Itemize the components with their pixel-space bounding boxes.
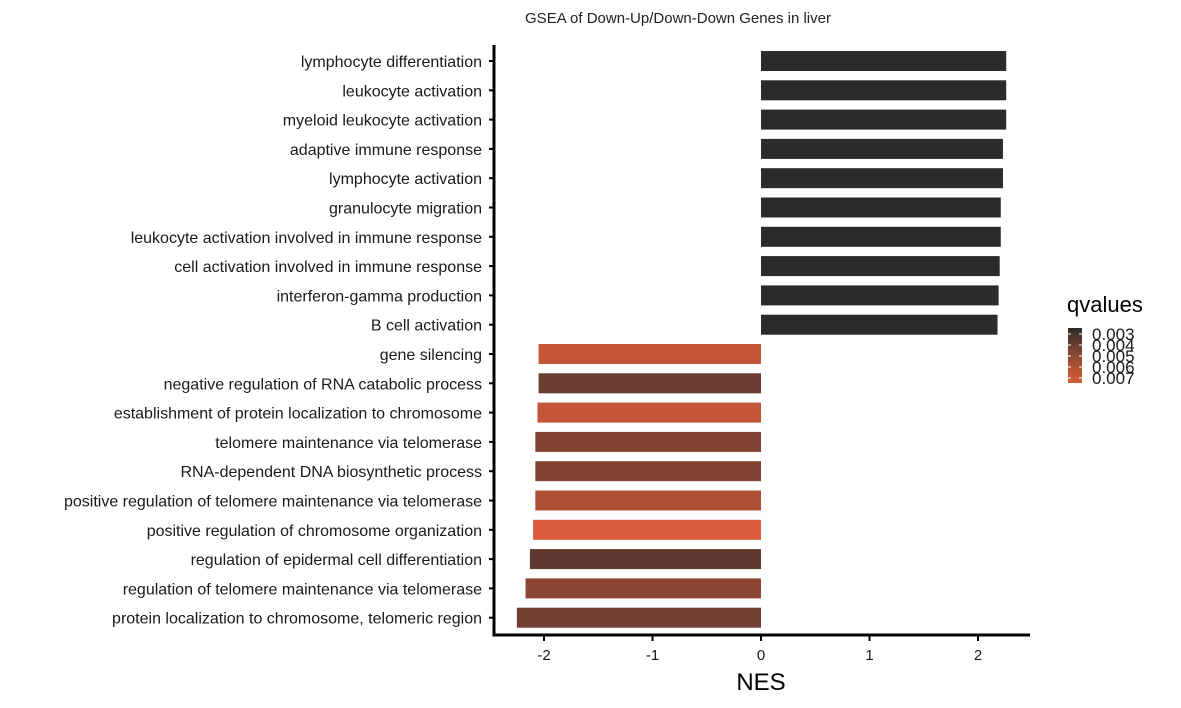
bar: [538, 373, 761, 394]
legend-label: 0.004: [1092, 336, 1135, 355]
category-label: regulation of epidermal cell differentia…: [191, 552, 482, 569]
category-label: establishment of protein localization to…: [114, 406, 482, 423]
x-tick-label: 2: [974, 647, 982, 664]
bar: [516, 607, 761, 628]
legend-color-bar: [1068, 328, 1082, 383]
category-label: interferon-gamma production: [277, 288, 482, 305]
chart-title: GSEA of Down-Up/Down-Down Genes in liver: [525, 10, 831, 27]
category-label: adaptive immune response: [290, 142, 482, 159]
bar: [535, 461, 761, 482]
category-label: granulocyte migration: [329, 201, 482, 218]
category-label: B cell activation: [371, 318, 482, 335]
bar: [761, 80, 1007, 101]
bar: [538, 344, 761, 364]
category-label: leukocyte activation: [342, 83, 482, 100]
bar: [761, 138, 1003, 159]
category-label: RNA-dependent DNA biosynthetic process: [181, 464, 483, 481]
bar: [761, 285, 999, 306]
bar: [535, 431, 761, 452]
category-label: myeloid leukocyte activation: [283, 113, 482, 130]
category-label: telomere maintenance via telomerase: [215, 435, 482, 452]
bar: [533, 519, 761, 540]
bar: [761, 226, 1001, 247]
legend-title: qvalues: [1067, 292, 1143, 317]
legend-label: 0.007: [1092, 369, 1135, 388]
category-label: positive regulation of telomere maintena…: [64, 494, 482, 511]
bar: [529, 549, 761, 570]
bar: [761, 168, 1003, 189]
category-label: leukocyte activation involved in immune …: [131, 230, 482, 247]
bar: [535, 490, 761, 511]
category-label: gene silencing: [380, 347, 482, 364]
category-label: positive regulation of chromosome organi…: [147, 523, 482, 540]
category-label: regulation of telomere maintenance via t…: [123, 581, 482, 598]
bar: [761, 256, 1000, 277]
x-tick-label: 1: [865, 647, 873, 664]
x-tick-label: -1: [646, 647, 659, 664]
legend-label: 0.006: [1092, 358, 1135, 377]
category-label: lymphocyte differentiation: [301, 54, 482, 71]
category-label: protein localization to chromosome, telo…: [112, 611, 482, 628]
category-label: cell activation involved in immune respo…: [174, 259, 482, 276]
x-tick-label: 0: [757, 647, 765, 664]
x-tick-label: -2: [537, 647, 550, 664]
legend-label: 0.005: [1092, 347, 1135, 366]
x-axis-title: NES: [736, 669, 785, 696]
bar: [525, 578, 761, 599]
bar: [537, 402, 761, 423]
bar: [761, 314, 998, 335]
category-label: negative regulation of RNA catabolic pro…: [164, 376, 482, 393]
category-label: lymphocyte activation: [329, 171, 482, 188]
bar: [761, 109, 1007, 130]
legend-label: 0.003: [1092, 325, 1135, 344]
bar: [761, 197, 1001, 218]
bar: [761, 51, 1007, 71]
